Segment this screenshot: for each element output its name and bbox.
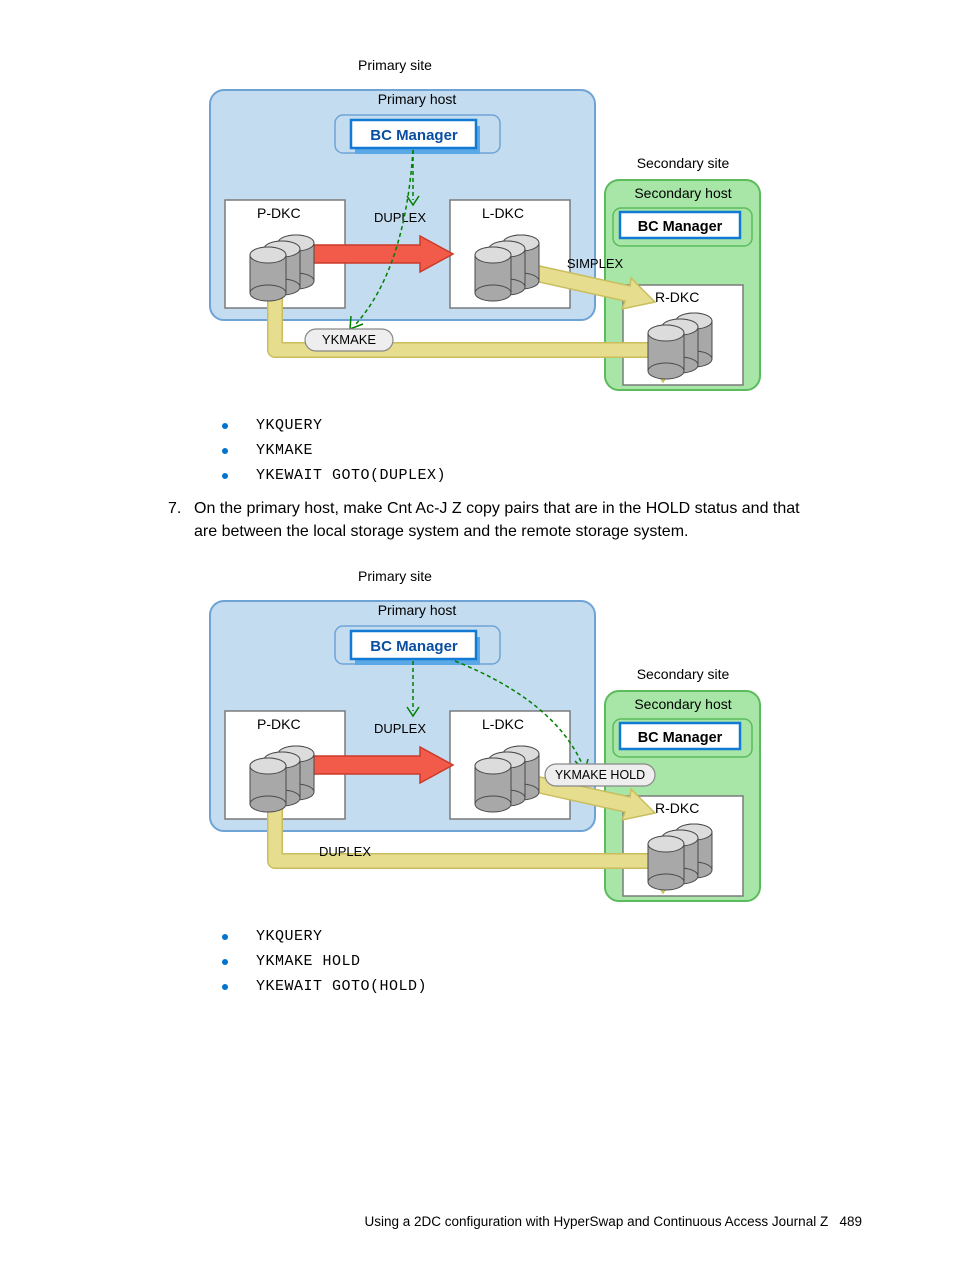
diagram-2: Primary site Primary host BC Manager Sec… [195, 561, 864, 910]
list-item: YKEWAIT GOTO(HOLD) [222, 978, 864, 995]
svg-text:R-DKC: R-DKC [655, 289, 699, 305]
bullet-icon [222, 448, 228, 454]
svg-text:BC Manager: BC Manager [370, 127, 458, 144]
svg-text:BC Manager: BC Manager [370, 638, 458, 655]
command-text: YKMAKE HOLD [256, 953, 361, 970]
list-item: YKQUERY [222, 928, 864, 945]
svg-text:L-DKC: L-DKC [482, 205, 524, 221]
primary-host-label: Primary host [378, 91, 457, 107]
svg-text:L-DKC: L-DKC [482, 716, 524, 732]
svg-text:BC Manager: BC Manager [638, 730, 723, 746]
command-text: YKMAKE [256, 442, 313, 459]
page-footer: Using a 2DC configuration with HyperSwap… [364, 1214, 862, 1229]
step-text: On the primary host, make Cnt Ac-J Z cop… [194, 498, 824, 543]
secondary-site-label: Secondary site [637, 155, 730, 171]
bullet-icon [222, 959, 228, 965]
command-text: YKEWAIT GOTO(HOLD) [256, 978, 427, 995]
command-list-1: YKQUERY YKMAKE YKEWAIT GOTO(DUPLEX) [222, 417, 864, 484]
bc-manager-box-primary: BC Manager [351, 120, 480, 154]
bullet-icon [222, 423, 228, 429]
svg-text:Secondary site: Secondary site [637, 666, 730, 682]
svg-text:R-DKC: R-DKC [655, 800, 699, 816]
svg-text:P-DKC: P-DKC [257, 716, 301, 732]
svg-text:BC Manager: BC Manager [638, 219, 723, 235]
svg-text:Secondary host: Secondary host [634, 696, 731, 712]
diagram-1: Primary site Primary host BC Manager Sec… [195, 50, 864, 399]
svg-text:Primary site: Primary site [358, 568, 432, 584]
svg-text:YKMAKE HOLD: YKMAKE HOLD [555, 768, 645, 782]
command-list-2: YKQUERY YKMAKE HOLD YKEWAIT GOTO(HOLD) [222, 928, 864, 995]
primary-site-label: Primary site [358, 57, 432, 73]
svg-text:Primary host: Primary host [378, 602, 457, 618]
bullet-icon [222, 473, 228, 479]
command-text: YKEWAIT GOTO(DUPLEX) [256, 467, 446, 484]
page-content: Primary site Primary host BC Manager Sec… [0, 0, 954, 1049]
step-7: 7. On the primary host, make Cnt Ac-J Z … [168, 498, 824, 543]
svg-text:YKMAKE: YKMAKE [322, 332, 377, 347]
secondary-host-label: Secondary host [634, 185, 731, 201]
svg-text:SIMPLEX: SIMPLEX [567, 256, 624, 271]
list-item: YKMAKE HOLD [222, 953, 864, 970]
svg-text:P-DKC: P-DKC [257, 205, 301, 221]
svg-text:DUPLEX: DUPLEX [319, 844, 371, 859]
ykmake-pill: YKMAKE [305, 329, 393, 351]
svg-text:DUPLEX: DUPLEX [374, 721, 426, 736]
step-number: 7. [168, 498, 194, 543]
list-item: YKEWAIT GOTO(DUPLEX) [222, 467, 864, 484]
list-item: YKMAKE [222, 442, 864, 459]
list-item: YKQUERY [222, 417, 864, 434]
ykmake-hold-pill: YKMAKE HOLD [545, 764, 655, 786]
footer-text: Using a 2DC configuration with HyperSwap… [364, 1214, 828, 1229]
bullet-icon [222, 984, 228, 990]
command-text: YKQUERY [256, 417, 323, 434]
page-number: 489 [839, 1214, 862, 1229]
bullet-icon [222, 934, 228, 940]
bc-manager-box-secondary2: BC Manager [620, 723, 740, 754]
bc-manager-box-secondary: BC Manager [620, 212, 740, 243]
command-text: YKQUERY [256, 928, 323, 945]
bc-manager-box-primary2: BC Manager [351, 631, 480, 665]
svg-text:DUPLEX: DUPLEX [374, 210, 426, 225]
